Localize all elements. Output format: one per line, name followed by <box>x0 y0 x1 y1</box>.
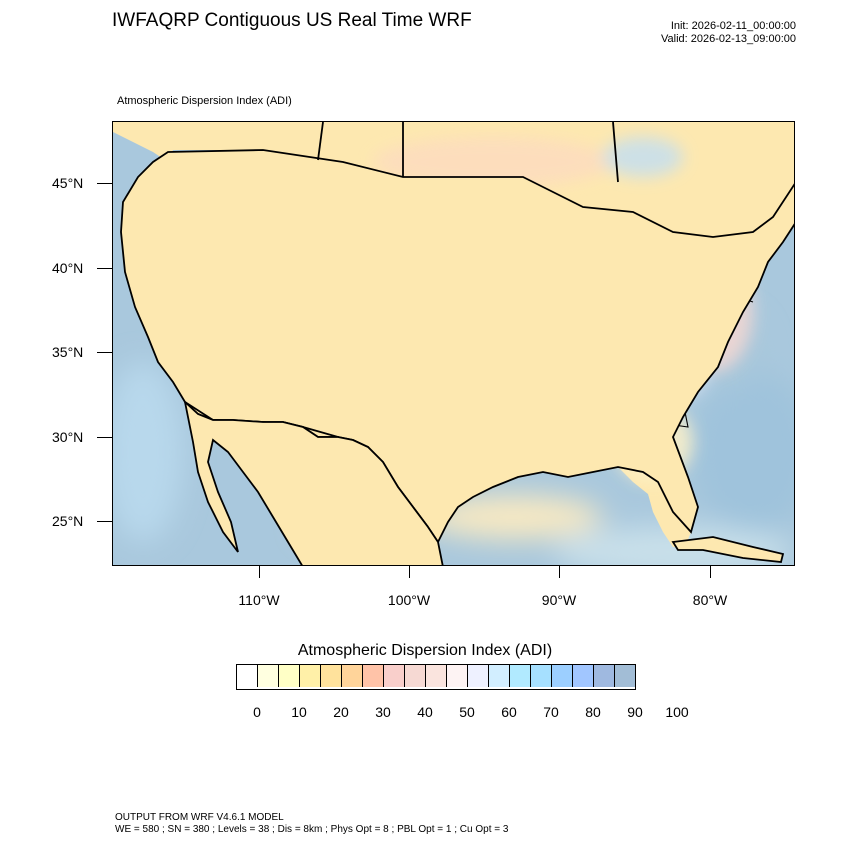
colorbar-tick-label: 70 <box>543 704 559 720</box>
lat-label-40n: 40°N <box>52 260 84 276</box>
colorbar-swatch <box>573 665 594 687</box>
lon-tick <box>559 566 560 578</box>
colorbar-swatch <box>594 665 615 687</box>
colorbar-tick-label: 90 <box>627 704 643 720</box>
colorbar-swatch <box>447 665 468 687</box>
lat-label-30n: 30°N <box>52 429 84 445</box>
map-canvas <box>113 122 794 565</box>
footer-config-info: WE = 580 ; SN = 380 ; Levels = 38 ; Dis … <box>115 824 509 835</box>
colorbar-tick-label: 20 <box>333 704 349 720</box>
colorbar-tick-label: 30 <box>375 704 391 720</box>
colorbar-swatch <box>363 665 384 687</box>
colorbar-swatch <box>468 665 489 687</box>
colorbar-tick-label: 50 <box>459 704 475 720</box>
colorbar-swatch <box>552 665 573 687</box>
colorbar-swatch <box>405 665 426 687</box>
colorbar-tick-label: 80 <box>585 704 601 720</box>
main-title: IWFAQRP Contiguous US Real Time WRF <box>112 10 472 31</box>
lat-label-25n: 25°N <box>52 513 84 529</box>
colorbar-tick-label: 10 <box>291 704 307 720</box>
lat-label-45n: 45°N <box>52 175 84 191</box>
colorbar-swatch <box>426 665 447 687</box>
colorbar-tick-label: 0 <box>253 704 261 720</box>
colorbar-swatch <box>258 665 279 687</box>
colorbar-swatch <box>510 665 531 687</box>
colorbar-tick-label: 100 <box>665 704 689 720</box>
colorbar-swatch <box>531 665 552 687</box>
colorbar-swatch <box>321 665 342 687</box>
lon-label-110w: 110°W <box>238 592 280 608</box>
footer-model-info: OUTPUT FROM WRF V4.6.1 MODEL <box>115 812 284 823</box>
colorbar-tick-label: 60 <box>501 704 517 720</box>
lat-tick <box>97 183 112 184</box>
colorbar-swatch <box>300 665 321 687</box>
florida-peninsula <box>618 467 691 547</box>
lon-tick <box>409 566 410 578</box>
plot-subtitle: Atmospheric Dispersion Index (ADI) <box>117 95 292 107</box>
colorbar-swatch <box>615 665 635 687</box>
colorbar-swatch <box>237 665 258 687</box>
colorbar <box>236 664 636 690</box>
colorbar-swatch <box>342 665 363 687</box>
map-plot <box>112 121 795 566</box>
lon-label-90w: 90°W <box>541 592 577 608</box>
colorbar-swatch <box>279 665 300 687</box>
init-time: Init: 2026-02-11_00:00:00 <box>670 20 796 32</box>
lon-label-80w: 80°W <box>692 592 728 608</box>
lat-tick <box>97 437 112 438</box>
lat-tick <box>97 352 112 353</box>
colorbar-tick-label: 40 <box>417 704 433 720</box>
lat-tick <box>97 268 112 269</box>
lon-label-100w: 100°W <box>387 592 431 608</box>
lon-tick <box>710 566 711 578</box>
country-boundaries <box>120 122 794 565</box>
colorbar-swatch <box>384 665 405 687</box>
colorbar-swatch <box>489 665 510 687</box>
valid-time: Valid: 2026-02-13_09:00:00 <box>661 33 796 45</box>
lon-tick <box>259 566 260 578</box>
lat-tick <box>97 521 112 522</box>
colorbar-title: Atmospheric Dispersion Index (ADI) <box>297 642 553 659</box>
lat-label-35n: 35°N <box>52 344 84 360</box>
